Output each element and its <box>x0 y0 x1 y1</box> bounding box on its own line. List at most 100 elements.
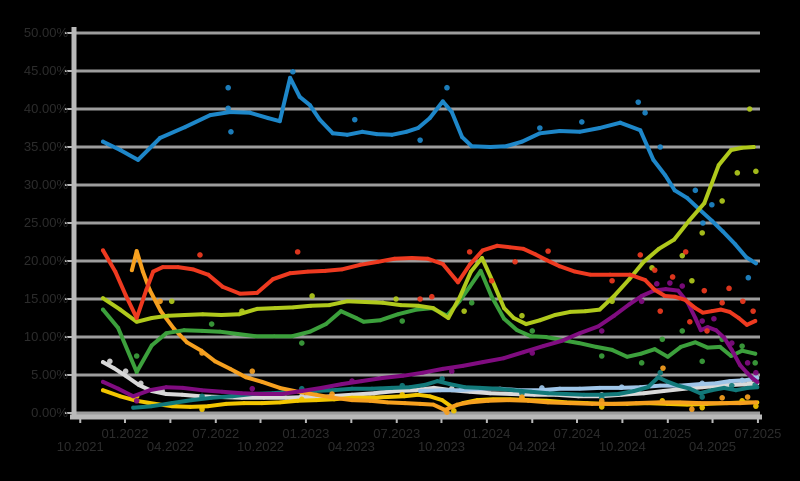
line-marker-green <box>718 344 723 349</box>
line-marker-red <box>521 246 526 251</box>
y-tick-label: 50.00% <box>24 25 69 40</box>
line-marker-blue <box>449 110 454 115</box>
line-marker-lime <box>380 300 385 305</box>
line-marker-lime <box>308 303 313 308</box>
x-tick-label: 10.2024 <box>599 439 646 454</box>
line-marker-yellow <box>427 394 432 399</box>
scatter-point-green <box>208 321 215 327</box>
line-marker-purple <box>131 394 136 399</box>
line-marker-red <box>663 293 668 298</box>
scatter-point-red <box>740 298 746 305</box>
line-marker-orange <box>656 400 661 405</box>
line-marker-yellow <box>259 401 264 406</box>
line-marker-green <box>116 325 121 330</box>
line-marker-red <box>358 262 363 267</box>
scatter-point-green <box>598 353 605 359</box>
line-marker-lime <box>702 201 707 206</box>
line-marker-lightblue <box>557 386 562 391</box>
scatter-point-purple <box>699 318 706 324</box>
y-tick-label: 20.00% <box>24 253 69 268</box>
line-marker-purple <box>521 350 526 355</box>
line-marker-red <box>572 269 577 274</box>
line-marker-orange <box>184 340 189 345</box>
line-marker-purple <box>460 363 465 368</box>
line-marker-blue <box>537 131 542 136</box>
line-marker-yellow <box>440 398 445 403</box>
gridlines-group <box>65 31 760 415</box>
scatter-point-lime <box>393 296 399 302</box>
line-marker-red <box>495 243 500 248</box>
scatter-point-green <box>638 360 645 366</box>
line-marker-green <box>414 307 419 312</box>
line-marker-green <box>339 309 344 314</box>
scatter-point-blue <box>225 84 231 91</box>
x-tick-label: 04.2025 <box>689 439 736 454</box>
line-marker-blue <box>158 135 163 140</box>
line-marker-green <box>361 319 366 324</box>
series-orange <box>129 249 758 416</box>
line-marker-blue <box>519 139 524 144</box>
line-marker-teal <box>546 391 551 396</box>
line-marker-gray <box>261 395 266 400</box>
line-marker-teal <box>581 392 586 397</box>
line-marker-purple <box>239 391 244 396</box>
line-marker-gray <box>100 360 105 365</box>
line-marker-gray <box>164 392 169 396</box>
line-marker-gray <box>745 382 750 387</box>
line-marker-orange <box>467 400 472 405</box>
line-marker-teal <box>169 401 174 406</box>
line-marker-gray <box>180 392 185 397</box>
x-tick-label: 01.2024 <box>463 426 510 441</box>
scatter-point-red <box>417 296 423 302</box>
line-marker-teal <box>616 392 621 396</box>
scatter-point-lime <box>461 308 467 314</box>
line-marker-green <box>100 307 105 312</box>
line-marker-purple <box>744 370 749 375</box>
scatter-point-blue <box>692 187 699 194</box>
scatter-point-blue <box>657 144 664 150</box>
line-marker-purple <box>279 392 284 396</box>
line-marker-orange <box>402 401 407 406</box>
line-marker-blue <box>685 195 690 200</box>
scatter-point-red <box>512 258 518 265</box>
line-marker-red <box>467 262 472 267</box>
line-marker-orange <box>158 309 163 314</box>
scatter-point-purple <box>654 281 660 287</box>
line-marker-red <box>376 259 381 264</box>
line-marker-red <box>608 272 613 277</box>
line-marker-green <box>753 351 758 356</box>
line-marker-red <box>113 269 118 274</box>
line-marker-teal <box>733 388 738 393</box>
line-marker-green <box>594 344 599 349</box>
line-marker-teal <box>632 388 637 393</box>
line-marker-lime <box>398 303 403 308</box>
line-marker-yellow <box>295 398 300 403</box>
line-marker-teal <box>330 388 335 393</box>
line-marker-lime <box>568 309 573 314</box>
line-marker-blue <box>663 173 668 178</box>
line-marker-green <box>740 348 745 353</box>
line-marker-orange <box>213 359 218 364</box>
line-marker-blue <box>733 242 738 247</box>
axes-group <box>70 27 762 420</box>
line-marker-green <box>378 318 383 323</box>
line-marker-lime <box>200 312 205 317</box>
line-marker-green <box>200 328 205 333</box>
line-marker-teal <box>477 385 482 390</box>
line-marker-lime <box>182 312 187 317</box>
line-marker-lime <box>612 293 617 298</box>
x-tick-label: 04.2022 <box>147 439 194 454</box>
scatter-point-purple <box>598 328 605 334</box>
line-marker-lime <box>729 148 734 153</box>
y-tick-label: 15.00% <box>24 291 69 306</box>
line-marker-orange <box>698 401 703 406</box>
scatter-point-blue <box>444 84 450 91</box>
line-marker-lightblue <box>742 378 747 383</box>
line-marker-orange <box>678 400 683 405</box>
line-marker-teal <box>511 388 516 393</box>
line-marker-red <box>288 271 293 276</box>
y-tick-label: 10.00% <box>24 329 69 344</box>
line-marker-purple <box>738 363 743 368</box>
line-marker-teal <box>563 392 568 396</box>
line-marker-teal <box>698 391 703 396</box>
